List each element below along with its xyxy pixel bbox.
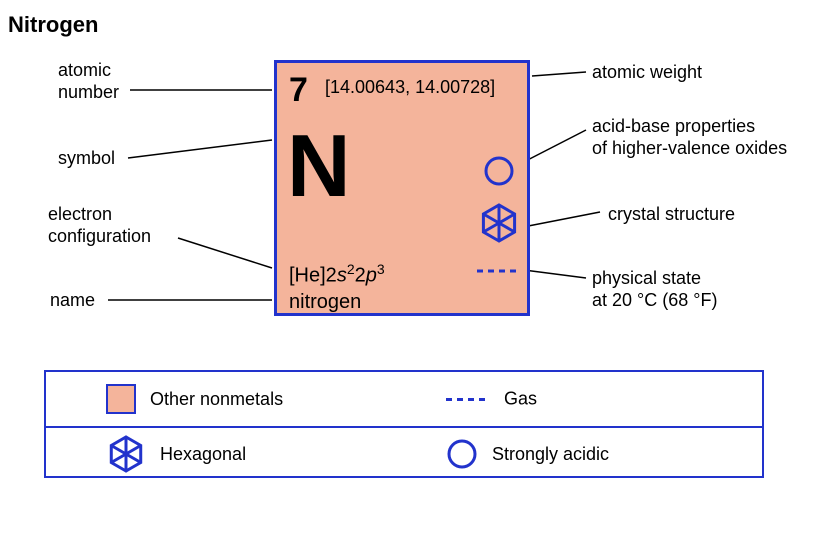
legend-item-hex: Hexagonal bbox=[106, 434, 246, 474]
legend-item-dash: Gas bbox=[446, 389, 537, 410]
callout-acid_base: acid-base propertiesof higher-valence ox… bbox=[592, 116, 787, 159]
legend-label: Other nonmetals bbox=[150, 389, 283, 410]
element-tile: 7 [14.00643, 14.00728] N [He]2s22p3 nitr… bbox=[274, 60, 530, 316]
callout-name: name bbox=[50, 290, 95, 312]
callout-atomic_number: atomicnumber bbox=[58, 60, 119, 103]
dash-icon bbox=[446, 394, 490, 404]
swatch-icon bbox=[106, 384, 136, 414]
legend-item-circle: Strongly acidic bbox=[446, 438, 609, 470]
legend-item-swatch: Other nonmetals bbox=[106, 384, 283, 414]
callout-symbol: symbol bbox=[58, 148, 115, 170]
legend-row: Hexagonal Strongly acidic bbox=[46, 426, 762, 480]
callout-atomic_weight: atomic weight bbox=[592, 62, 702, 84]
legend-box: Other nonmetals Gas Hexagonal Strongly acid… bbox=[44, 370, 764, 478]
hexagon-icon bbox=[106, 434, 146, 474]
callout-physical_state: physical stateat 20 °C (68 °F) bbox=[592, 268, 717, 311]
circle-icon bbox=[446, 438, 478, 470]
legend-label: Hexagonal bbox=[160, 444, 246, 465]
page: Nitrogen 7 [14.00643, 14.00728] N [He]2s… bbox=[0, 0, 830, 535]
callout-crystal_structure: crystal structure bbox=[608, 204, 735, 226]
legend-label: Strongly acidic bbox=[492, 444, 609, 465]
legend-row: Other nonmetals Gas bbox=[46, 372, 762, 426]
callout-electron_configuration: electronconfiguration bbox=[48, 204, 151, 247]
legend-label: Gas bbox=[504, 389, 537, 410]
tile-icons bbox=[277, 63, 533, 319]
